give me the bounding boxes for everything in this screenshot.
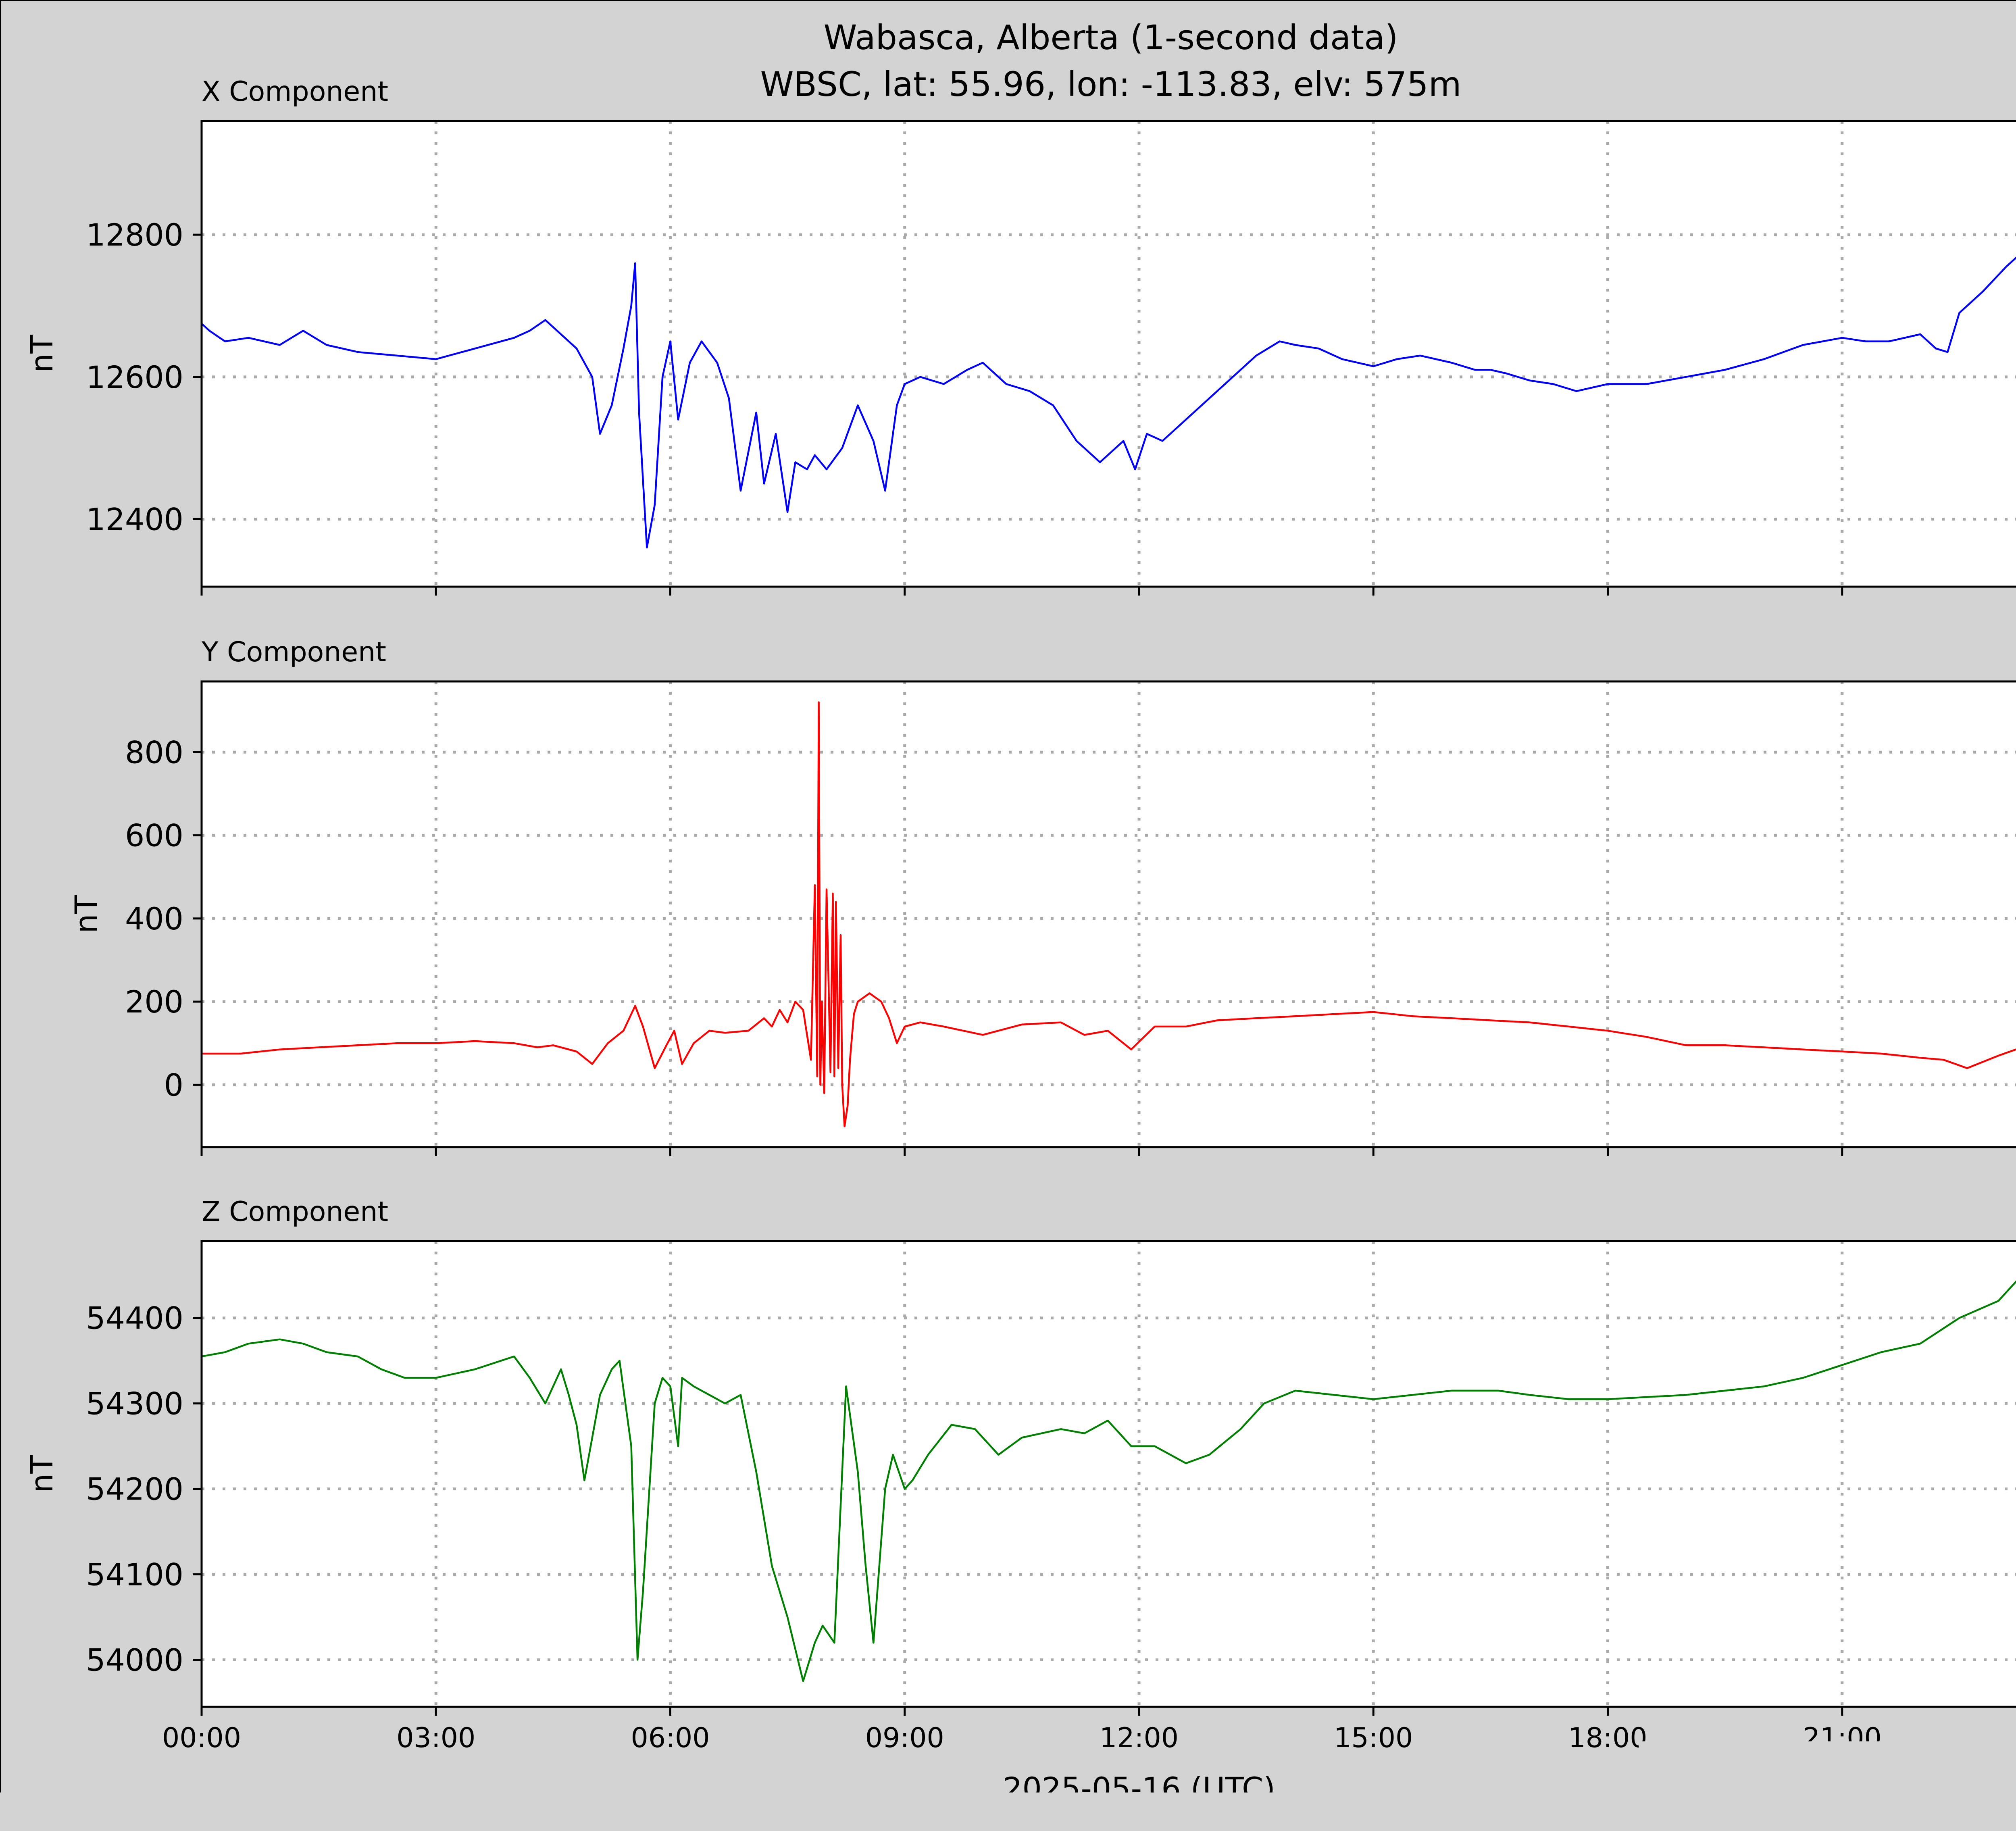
- x-tick-label-5: 15:00: [1334, 1722, 1413, 1754]
- y-tick-label-x-0: 12400: [86, 501, 183, 537]
- y-tick-label-z-2: 54200: [86, 1471, 183, 1507]
- panel-x: 12400 12600 12800 X Component nT: [24, 76, 2016, 596]
- y-tick-label-z-3: 54300: [86, 1386, 183, 1422]
- y-tick-label-x-2: 12800: [86, 217, 183, 253]
- figure-title-line2: WBSC, lat: 55.96, lon: -113.83, elv: 575…: [760, 65, 1461, 104]
- x-tick-label-6: 18:00: [1568, 1722, 1647, 1754]
- y-tick-label-x-1: 12600: [86, 359, 183, 395]
- y-tick-label-y-4: 800: [125, 734, 183, 770]
- x-tick-label-7: 21:00: [1803, 1722, 1882, 1754]
- y-tick-label-y-3: 600: [125, 818, 183, 854]
- y-tick-label-z-4: 54400: [86, 1300, 183, 1336]
- y-tick-label-y-1: 200: [125, 984, 183, 1020]
- panel-z: 54000 54100 54200 54300 54400 Z Component nT 00…: [24, 1196, 2016, 1754]
- x-tick-label-1: 03:00: [396, 1722, 475, 1754]
- plot-area-x: [202, 121, 2016, 587]
- panel-title-z: Z Component: [202, 1196, 388, 1228]
- panel-title-x: X Component: [202, 76, 388, 108]
- figure-title-line1: Wabasca, Alberta (1-second data): [823, 18, 1398, 57]
- panel-title-y: Y Component: [201, 636, 386, 668]
- x-axis-label: 2025-05-16 (UTC): [1003, 1771, 1275, 1806]
- y-tick-label-z-1: 54100: [86, 1557, 183, 1593]
- x-tick-label-0: 00:00: [162, 1722, 241, 1754]
- y-axis-label-x: nT: [24, 335, 60, 373]
- x-tick-label-2: 06:00: [631, 1722, 710, 1754]
- y-axis-label-y: nT: [68, 895, 104, 933]
- plot-area-z: [202, 1241, 2016, 1707]
- y-tick-label-y-0: 0: [164, 1067, 183, 1103]
- x-tick-label-3: 09:00: [865, 1722, 944, 1754]
- x-tick-label-4: 12:00: [1100, 1722, 1179, 1754]
- y-axis-label-z: nT: [24, 1455, 60, 1493]
- panel-y: 0 200 400 600 800 Y Component nT: [68, 636, 2016, 1156]
- y-tick-label-y-2: 400: [125, 901, 183, 937]
- y-tick-label-z-0: 54000: [86, 1642, 183, 1678]
